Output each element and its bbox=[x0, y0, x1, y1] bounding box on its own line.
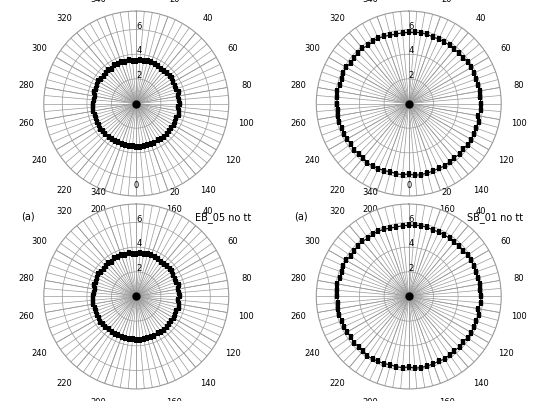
Text: EB_05 no tt: EB_05 no tt bbox=[195, 211, 251, 222]
Text: (a): (a) bbox=[22, 211, 35, 221]
Text: SB_01 no tt: SB_01 no tt bbox=[467, 211, 523, 222]
Text: (a): (a) bbox=[294, 211, 308, 221]
